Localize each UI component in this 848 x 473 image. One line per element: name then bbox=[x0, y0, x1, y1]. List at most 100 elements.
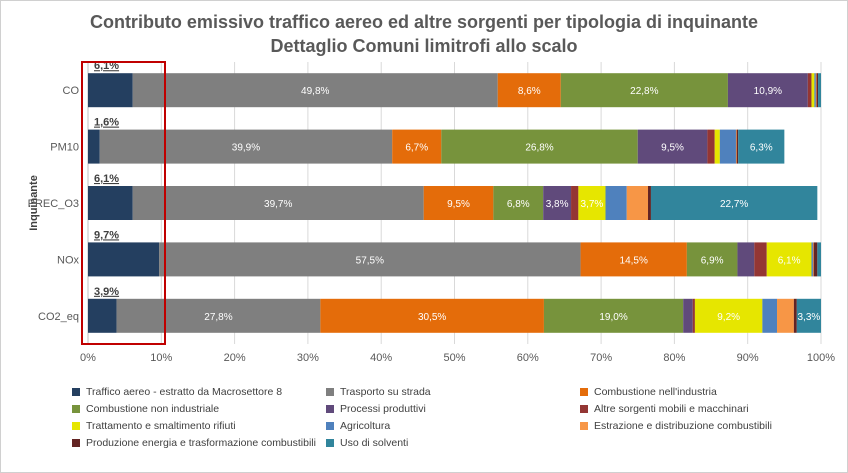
highlight-box bbox=[81, 61, 166, 345]
data-label: 6,1% bbox=[778, 255, 801, 266]
bar-uso-di-solventi bbox=[796, 298, 821, 333]
legend-item: Trasporto su strada bbox=[326, 385, 580, 399]
data-label: 6,8% bbox=[507, 199, 530, 210]
bar-estrazione-e-distribuzione-combustibili bbox=[812, 242, 814, 277]
y-tick-label: CO bbox=[63, 85, 80, 97]
bar-estrazione-e-distribuzione-combustibili bbox=[626, 186, 649, 220]
legend-label: Uso di solventi bbox=[340, 437, 409, 449]
legend-swatch bbox=[326, 388, 334, 396]
y-tick-label: PREC_O3 bbox=[28, 198, 79, 210]
bar-processi-produttivi bbox=[683, 298, 693, 333]
data-label: 3,3% bbox=[798, 312, 821, 323]
legend-label: Processi produttivi bbox=[340, 403, 426, 415]
legend-item: Uso di solventi bbox=[326, 436, 580, 450]
data-label: 27,8% bbox=[204, 312, 232, 323]
legend-item: Combustione nell'industria bbox=[580, 385, 832, 399]
bar-traffico-aereo-estratto-da-macrosettore-8 bbox=[88, 298, 117, 333]
y-tick-label: CO2_eq bbox=[38, 311, 79, 323]
highlight-data-label: 9,7% bbox=[94, 229, 119, 241]
bar-traffico-aereo-estratto-da-macrosettore-8 bbox=[88, 129, 100, 164]
bar-altre-sorgenti-mobili-e-macchinari bbox=[807, 73, 812, 108]
legend-item: Agricoltura bbox=[326, 419, 580, 433]
data-label: 10,9% bbox=[754, 86, 782, 97]
bar-trattamento-e-smaltimento-rifiuti bbox=[714, 129, 720, 164]
legend-label: Trasporto su strada bbox=[340, 386, 431, 398]
bar-estrazione-e-distribuzione-combustibili bbox=[777, 298, 794, 333]
bar-processi-produttivi bbox=[737, 242, 755, 277]
legend-label: Produzione energia e trasformazione comb… bbox=[86, 437, 316, 449]
data-label: 9,5% bbox=[661, 143, 684, 154]
x-tick-label: 90% bbox=[737, 352, 759, 364]
x-tick-label: 60% bbox=[517, 352, 539, 364]
bar-combustione-non-industriale bbox=[543, 298, 684, 333]
bar-agricoltura bbox=[814, 73, 816, 108]
bar-uso-di-solventi bbox=[650, 186, 818, 220]
legend-item: Produzione energia e trasformazione comb… bbox=[72, 436, 326, 450]
bar-altre-sorgenti-mobili-e-macchinari bbox=[571, 186, 579, 220]
bar-altre-sorgenti-mobili-e-macchinari bbox=[707, 129, 715, 164]
bar-uso-di-solventi bbox=[738, 129, 785, 164]
x-tick-label: 20% bbox=[224, 352, 246, 364]
bar-trasporto-su-strada bbox=[99, 129, 393, 164]
data-label: 3,7% bbox=[581, 199, 604, 210]
legend-label: Combustione non industriale bbox=[86, 403, 220, 415]
legend-swatch bbox=[580, 388, 588, 396]
legend-swatch bbox=[580, 405, 588, 413]
bar-combustione-nell-industria bbox=[423, 186, 494, 220]
data-label: 9,2% bbox=[717, 312, 740, 323]
bar-combustione-nell-industria bbox=[580, 242, 687, 277]
legend-item: Altre sorgenti mobili e macchinari bbox=[580, 402, 832, 416]
legend-item: Processi produttivi bbox=[326, 402, 580, 416]
data-label: 57,5% bbox=[356, 255, 384, 266]
bar-agricoltura bbox=[811, 242, 813, 277]
data-label: 9,5% bbox=[447, 199, 470, 210]
bar-produzione-energia-e-trasformazione-combustibili bbox=[816, 73, 819, 108]
bar-agricoltura bbox=[762, 298, 778, 333]
bar-processi-produttivi bbox=[543, 186, 572, 220]
legend-label: Combustione nell'industria bbox=[594, 386, 717, 398]
data-label: 14,5% bbox=[620, 255, 648, 266]
bar-trasporto-su-strada bbox=[132, 73, 498, 108]
bar-traffico-aereo-estratto-da-macrosettore-8 bbox=[88, 186, 133, 220]
chart-title: Contributo emissivo traffico aereo ed al… bbox=[0, 10, 848, 58]
x-tick-label: 10% bbox=[150, 352, 172, 364]
bar-combustione-non-industriale bbox=[686, 242, 738, 277]
bar-altre-sorgenti-mobili-e-macchinari bbox=[754, 242, 767, 277]
highlight-data-label: 6,1% bbox=[94, 60, 119, 72]
bar-combustione-nell-industria bbox=[320, 298, 544, 333]
legend-swatch bbox=[326, 422, 334, 430]
bar-trasporto-su-strada bbox=[132, 186, 424, 220]
chart-legend: Traffico aereo - estratto da Macrosettor… bbox=[72, 385, 832, 450]
highlight-data-label: 1,6% bbox=[94, 117, 119, 129]
data-label: 6,3% bbox=[750, 143, 773, 154]
bar-produzione-energia-e-trasformazione-combustibili bbox=[793, 298, 797, 333]
bar-produzione-energia-e-trasformazione-combustibili bbox=[813, 242, 818, 277]
data-label: 39,9% bbox=[232, 143, 260, 154]
legend-label: Agricoltura bbox=[340, 420, 391, 432]
data-label: 6,9% bbox=[701, 255, 724, 266]
bar-processi-produttivi bbox=[727, 73, 808, 108]
bar-estrazione-e-distribuzione-combustibili bbox=[735, 129, 737, 164]
data-label: 8,6% bbox=[518, 86, 541, 97]
y-axis-title: Inquinante bbox=[28, 175, 40, 231]
bar-combustione-nell-industria bbox=[497, 73, 561, 108]
legend-swatch bbox=[326, 439, 334, 447]
bar-trattamento-e-smaltimento-rifiuti bbox=[766, 242, 812, 277]
bar-combustione-nell-industria bbox=[392, 129, 442, 164]
bar-uso-di-solventi bbox=[817, 242, 821, 277]
legend-swatch bbox=[580, 422, 588, 430]
bar-produzione-energia-e-trasformazione-combustibili bbox=[736, 129, 739, 164]
bar-trattamento-e-smaltimento-rifiuti bbox=[811, 73, 815, 108]
x-tick-label: 0% bbox=[80, 352, 96, 364]
legend-item: Traffico aereo - estratto da Macrosettor… bbox=[72, 385, 326, 399]
bar-traffico-aereo-estratto-da-macrosettore-8 bbox=[88, 73, 133, 108]
data-label: 22,7% bbox=[720, 199, 748, 210]
x-tick-label: 30% bbox=[297, 352, 319, 364]
data-label: 49,8% bbox=[301, 86, 329, 97]
bar-combustione-non-industriale bbox=[560, 73, 728, 108]
bar-agricoltura bbox=[719, 129, 736, 164]
legend-swatch bbox=[72, 439, 80, 447]
data-label: 19,0% bbox=[599, 312, 627, 323]
x-tick-label: 100% bbox=[807, 352, 835, 364]
